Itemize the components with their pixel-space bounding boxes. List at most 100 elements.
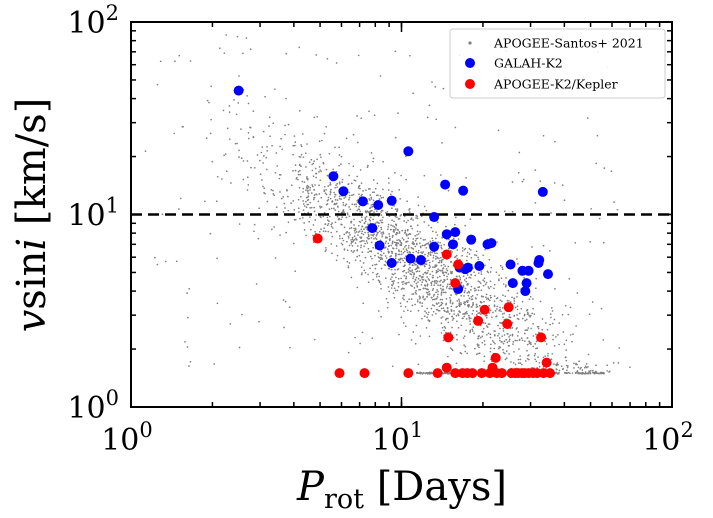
apogee-santos-point: [417, 233, 420, 235]
apogee-santos-point: [322, 230, 325, 232]
apogee-santos-point: [153, 256, 156, 259]
apogee-santos-point: [293, 135, 296, 137]
apogee-santos-point: [567, 313, 570, 316]
apogee-santos-point: [426, 116, 429, 119]
apogee-santos-point: [356, 286, 359, 289]
apogee-santos-point: [419, 372, 422, 375]
apogee-santos-point: [390, 268, 393, 271]
apogee-santos-point: [472, 309, 475, 312]
apogee-santos-point: [374, 267, 377, 270]
apogee-santos-point: [466, 251, 469, 254]
apogee-santos-point: [337, 206, 339, 208]
apogee-santos-point: [390, 244, 393, 247]
apogee-santos-point: [331, 252, 333, 255]
apogee-santos-point: [398, 258, 401, 261]
apogee-santos-point: [526, 349, 528, 352]
apogee-santos-point: [499, 346, 502, 349]
apogee-santos-point: [348, 162, 350, 165]
apogee-santos-point: [362, 262, 365, 264]
legend: APOGEE-Santos+ 2021 GALAH-K2 APOGEE-K2/K…: [449, 28, 666, 99]
apogee-santos-point: [443, 274, 445, 277]
apogee-santos-point: [446, 307, 449, 310]
apogee-santos-point: [403, 257, 406, 259]
plot-frame: [130, 21, 673, 408]
apogee-santos-point: [575, 363, 577, 366]
apogee-santos-point: [294, 169, 297, 172]
apogee-santos-point: [454, 293, 457, 295]
apogee-santos-point: [359, 221, 362, 224]
apogee-santos-point: [323, 132, 326, 135]
apogee-santos-point: [338, 182, 341, 185]
apogee-santos-point: [380, 250, 383, 253]
apogee-santos-point: [439, 241, 441, 244]
apogee-santos-point: [431, 304, 434, 306]
apogee-santos-point: [210, 85, 213, 88]
apogee-santos-point: [436, 303, 438, 305]
apogee-santos-point: [373, 237, 375, 240]
apogee-santos-point: [279, 191, 281, 193]
apogee-santos-point: [460, 303, 463, 306]
apogee-santos-point: [542, 244, 545, 247]
apogee-santos-point: [316, 158, 318, 161]
apogee-santos-point: [353, 227, 355, 230]
apogee-santos-point: [336, 182, 339, 185]
apogee-santos-point: [307, 195, 310, 197]
apogee-santos-point: [493, 283, 496, 286]
apogee-santos-point: [320, 216, 322, 219]
apogee-santos-point: [402, 248, 405, 250]
apogee-santos-point: [394, 208, 397, 210]
apogee-santos-point: [263, 154, 265, 157]
apogee-santos-point: [317, 200, 320, 203]
apogee-santos-point: [441, 326, 444, 329]
apogee-santos-point: [302, 191, 304, 193]
apogee-santos-point: [466, 274, 469, 276]
apogee-santos-point: [405, 240, 408, 243]
apogee-santos-point: [325, 193, 328, 196]
apogee-santos-point: [478, 335, 481, 337]
apogee-santos-point: [208, 101, 210, 104]
apogee-santos-point: [459, 276, 462, 279]
apogee-santos-point: [310, 158, 313, 161]
apogee-santos-point: [350, 242, 353, 245]
apogee-santos-point: [442, 267, 445, 269]
apogee-santos-point: [468, 253, 471, 255]
apogee-santos-point: [381, 234, 384, 236]
apogee-santos-point: [431, 289, 434, 292]
apogee-santos-point: [377, 256, 380, 258]
apogee-santos-point: [415, 289, 417, 292]
apogee-santos-point: [372, 271, 374, 274]
apogee-k2-kepler-point: [473, 315, 484, 326]
apogee-santos-point: [326, 224, 329, 227]
apogee-santos-point: [474, 297, 477, 299]
apogee-santos-point: [340, 198, 343, 200]
apogee-santos-point: [184, 341, 186, 343]
apogee-santos-point: [442, 339, 445, 342]
apogee-santos-point: [392, 282, 395, 285]
apogee-santos-point: [417, 204, 420, 207]
apogee-santos-point: [417, 196, 419, 199]
apogee-santos-point: [457, 326, 460, 329]
apogee-santos-point: [312, 234, 314, 237]
apogee-santos-point: [395, 227, 397, 230]
apogee-santos-point: [336, 215, 339, 218]
apogee-santos-point: [294, 141, 297, 143]
apogee-santos-point: [414, 268, 417, 271]
apogee-santos-point: [308, 220, 311, 223]
apogee-santos-point: [356, 255, 358, 258]
apogee-santos-point: [338, 197, 341, 200]
apogee-santos-point: [456, 338, 458, 341]
apogee-santos-point: [606, 370, 609, 372]
apogee-santos-point: [274, 257, 277, 259]
apogee-santos-point: [545, 322, 547, 324]
apogee-santos-point: [499, 339, 501, 342]
apogee-santos-point: [256, 154, 259, 156]
apogee-santos-point: [365, 215, 368, 218]
apogee-santos-point: [328, 152, 331, 155]
apogee-santos-point: [550, 316, 552, 319]
apogee-santos-point: [379, 75, 382, 77]
apogee-santos-point: [382, 231, 385, 233]
apogee-santos-point: [415, 292, 417, 295]
apogee-santos-point: [333, 196, 336, 198]
apogee-santos-point: [366, 210, 369, 212]
apogee-santos-point: [440, 247, 443, 250]
